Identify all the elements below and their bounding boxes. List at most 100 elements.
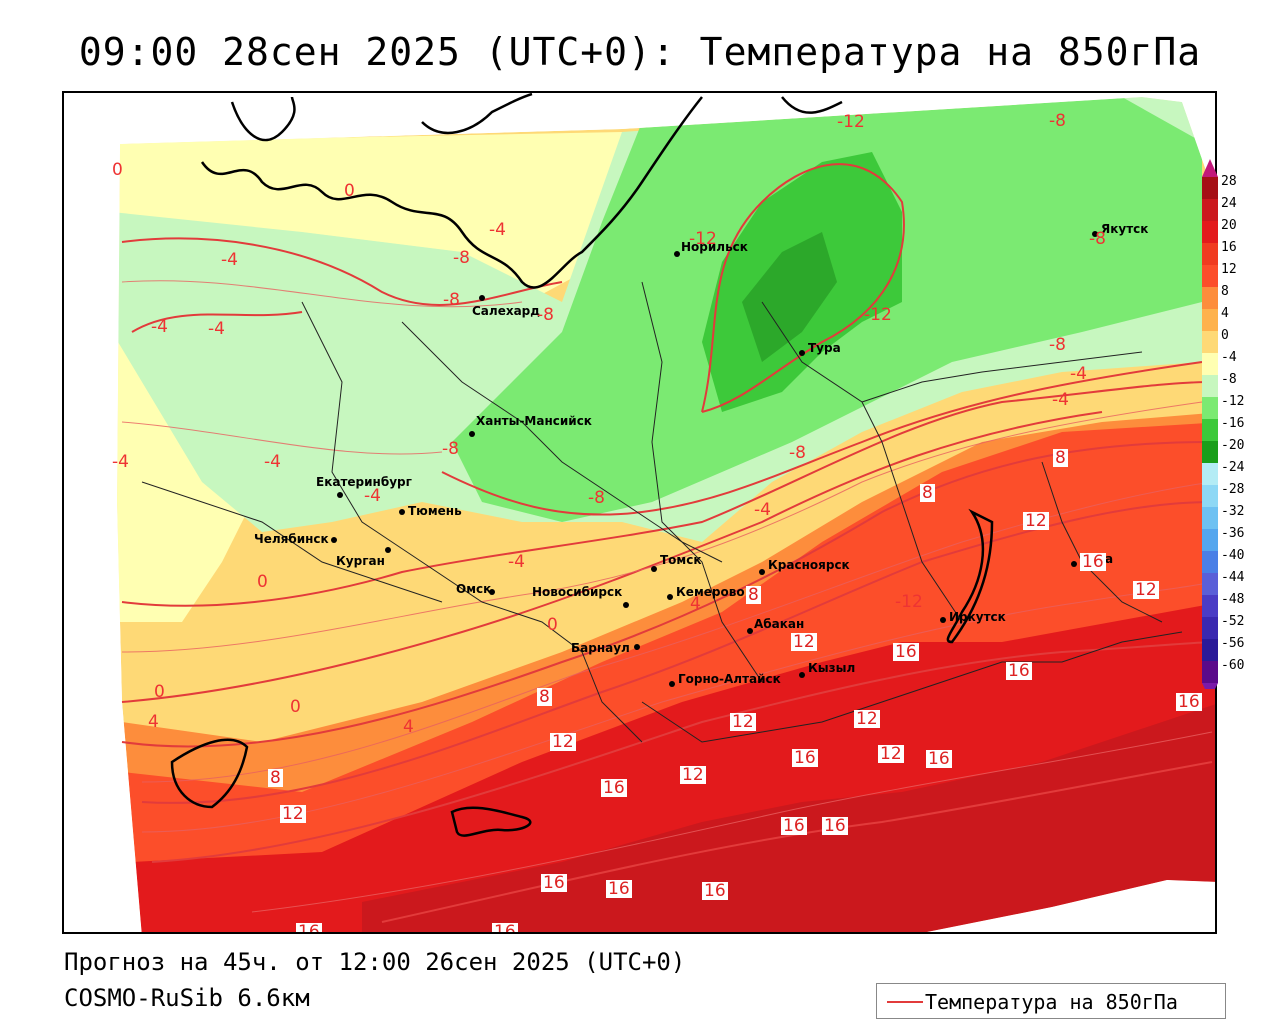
isotherm-label: 16 [1006, 661, 1032, 681]
city-label: Томск [660, 553, 702, 567]
isotherm-label: 4 [690, 594, 701, 614]
colorbar-tick-label: 24 [1221, 196, 1237, 211]
isotherm-label: -4 [112, 452, 129, 472]
isotherm-label: -12 [895, 592, 923, 612]
city-label: Тюмень [408, 504, 462, 518]
isotherm-label: -12 [689, 229, 717, 249]
colorbar-tick-label: 8 [1221, 284, 1229, 299]
isotherm-label: -4 [489, 220, 506, 240]
city-dot [669, 681, 675, 687]
city-label: Новосибирск [532, 585, 623, 599]
city-dot [337, 492, 343, 498]
model-name: COSMO-RuSib 6.6км [64, 984, 310, 1012]
isotherm-label: 4 [148, 712, 159, 732]
city-dot [1071, 561, 1077, 567]
colorbar-tick-label: -60 [1221, 658, 1245, 673]
city-label: Иркутск [949, 610, 1006, 624]
isotherm-label: -12 [864, 305, 892, 325]
colorbar-swatch [1202, 177, 1218, 199]
colorbar-bottom-arrow [1202, 683, 1218, 689]
isotherm-label: 0 [547, 615, 558, 635]
isotherm-label: 16 [893, 642, 919, 662]
city-label: Омск [456, 582, 492, 596]
legend-line-swatch [887, 1001, 923, 1003]
isotherm-label: -8 [537, 305, 554, 325]
colorbar-swatch [1202, 551, 1218, 573]
city-dot [469, 431, 475, 437]
colorbar-tick-label: -4 [1221, 350, 1237, 365]
colorbar-tick-label: -44 [1221, 570, 1245, 585]
colorbar-swatch [1202, 661, 1218, 683]
colorbar-swatch [1202, 485, 1218, 507]
isotherm-label: 0 [344, 181, 355, 201]
colorbar-swatch [1202, 573, 1218, 595]
isotherm-label: -8 [442, 439, 459, 459]
isotherm-label: 16 [606, 879, 632, 899]
isotherm-label: 16 [781, 816, 807, 836]
city-label: Горно-Алтайск [678, 672, 781, 686]
isotherm-label: -4 [208, 319, 225, 339]
isotherm-label: 16 [296, 923, 322, 932]
colorbar-tick-label: -16 [1221, 416, 1245, 431]
city-dot [651, 566, 657, 572]
isotherm-label: 12 [791, 632, 817, 652]
isotherm-label: 12 [854, 709, 880, 729]
colorbar-tick-label: 4 [1221, 306, 1229, 321]
colorbar-swatch [1202, 507, 1218, 529]
colorbar-tick-label: -12 [1221, 394, 1245, 409]
isotherm-label: -4 [364, 486, 381, 506]
city-label: Барнаул [571, 641, 630, 655]
isotherm-label: -8 [588, 488, 605, 508]
isotherm-label: 8 [268, 768, 283, 788]
colorbar-swatch [1202, 287, 1218, 309]
city-dot [623, 602, 629, 608]
city-label: Якутск [1101, 222, 1149, 236]
city-dot [385, 547, 391, 553]
city-label: Салехард [472, 304, 540, 318]
isotherm-label: 0 [257, 572, 268, 592]
city-label: Красноярск [768, 558, 850, 572]
city-label: Курган [336, 554, 385, 568]
colorbar-tick-label: 0 [1221, 328, 1229, 343]
isotherm-label: -4 [264, 452, 281, 472]
temperature-map [64, 93, 1215, 932]
colorbar-swatch [1202, 243, 1218, 265]
isotherm-label: 0 [290, 697, 301, 717]
isotherm-label: 8 [537, 687, 552, 707]
isotherm-label: 16 [492, 923, 518, 932]
colorbar-swatch [1202, 309, 1218, 331]
city-label: Кемерово [676, 585, 745, 599]
city-label: Ханты-Мансийск [476, 414, 592, 428]
isotherm-label: 0 [154, 682, 165, 702]
colorbar-tick-label: -20 [1221, 438, 1245, 453]
city-label: Тура [808, 341, 841, 355]
isotherm-label: 12 [680, 765, 706, 785]
coastlines [170, 93, 994, 837]
city-label: Екатеринбург [316, 475, 412, 489]
city-dot [759, 569, 765, 575]
map-area: Норильск Тура Якутск Салехард Ханты-Мансийск… [62, 91, 1217, 934]
isotherm-label: -4 [151, 317, 168, 337]
colorbar-tick-label: -32 [1221, 504, 1245, 519]
colorbar-tick-label: -24 [1221, 460, 1245, 475]
isotherm-label: 0 [112, 160, 123, 180]
city-dot [634, 644, 640, 650]
isotherm-label: -8 [453, 248, 470, 268]
colorbar-swatch [1202, 199, 1218, 221]
city-dot [667, 594, 673, 600]
colorbar-swatch [1202, 639, 1218, 661]
city-label: Абакан [754, 617, 805, 631]
colorbar-swatch [1202, 617, 1218, 639]
isotherm-label: 16 [822, 816, 848, 836]
isotherm-label: 12 [878, 744, 904, 764]
isotherm-label: -4 [754, 500, 771, 520]
colorbar-tick-label: 28 [1221, 174, 1237, 189]
city-dot [1092, 231, 1098, 237]
isotherm-label: 12 [1133, 580, 1159, 600]
map-legend: Температура на 850гПа [876, 983, 1226, 1019]
city-dot [799, 350, 805, 356]
isotherm-label: 12 [280, 804, 306, 824]
forecast-info: Прогноз на 45ч. от 12:00 26сен 2025 (UTC… [64, 948, 686, 976]
isotherm-label: -8 [443, 290, 460, 310]
colorbar-swatch [1202, 595, 1218, 617]
